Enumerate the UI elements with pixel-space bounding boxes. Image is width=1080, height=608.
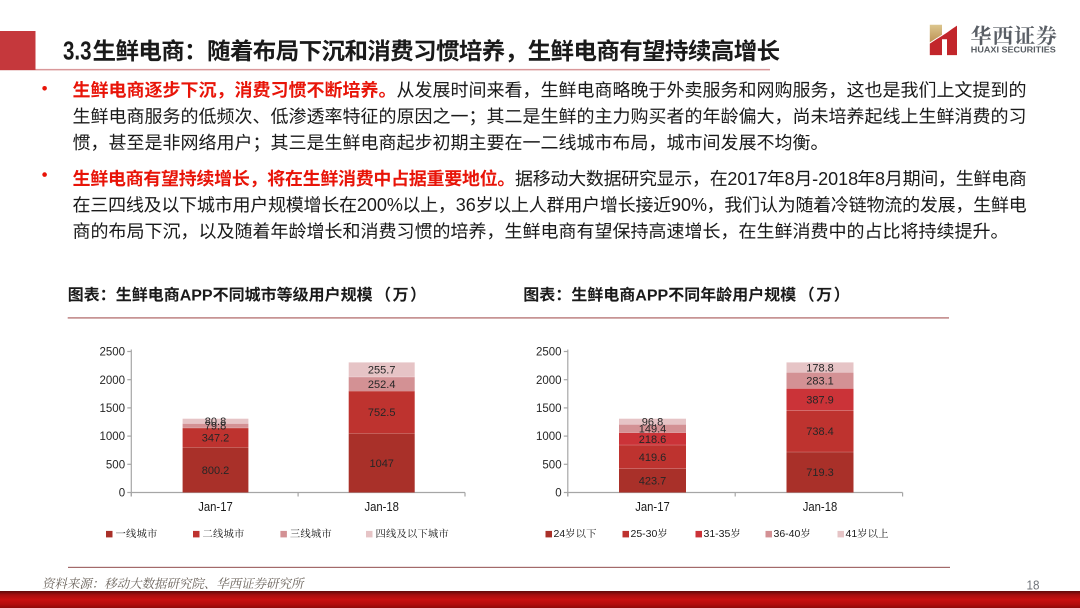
- svg-text:800.2: 800.2: [202, 465, 230, 477]
- svg-text:18: 18: [1027, 577, 1040, 592]
- svg-text:200%: 200%: [357, 195, 403, 215]
- svg-text:HUAXI SECURITIES: HUAXI SECURITIES: [971, 46, 1056, 55]
- svg-text:8: 8: [785, 169, 795, 189]
- svg-text:255.7: 255.7: [368, 365, 396, 377]
- svg-text:419.6: 419.6: [639, 452, 667, 464]
- svg-text:Jan-18: Jan-18: [803, 500, 838, 514]
- svg-text:0: 0: [119, 488, 125, 500]
- svg-text:Jan-17: Jan-17: [198, 500, 233, 514]
- svg-text:90%: 90%: [671, 195, 707, 215]
- svg-text:423.7: 423.7: [639, 476, 667, 488]
- svg-text:1000: 1000: [536, 431, 562, 443]
- svg-text:96.8: 96.8: [642, 416, 663, 428]
- svg-text:752.5: 752.5: [368, 407, 396, 419]
- svg-text:31-35: 31-35: [704, 528, 731, 540]
- svg-text:1500: 1500: [100, 403, 126, 415]
- svg-text:Jan-17: Jan-17: [635, 500, 670, 514]
- svg-text:41: 41: [846, 528, 858, 540]
- svg-text:8: 8: [875, 169, 885, 189]
- svg-text:178.8: 178.8: [806, 362, 834, 374]
- svg-text:500: 500: [542, 459, 561, 471]
- svg-text:218.6: 218.6: [639, 434, 667, 446]
- svg-text:2000: 2000: [100, 375, 126, 387]
- svg-text:36: 36: [456, 195, 476, 215]
- svg-text:500: 500: [106, 459, 125, 471]
- svg-text:1500: 1500: [536, 403, 562, 415]
- svg-text:387.9: 387.9: [806, 394, 834, 406]
- svg-text:-2018: -2018: [812, 169, 858, 189]
- svg-text:738.4: 738.4: [806, 426, 834, 438]
- svg-text:347.2: 347.2: [202, 433, 230, 445]
- svg-text:APP: APP: [180, 287, 213, 304]
- svg-text:2500: 2500: [536, 347, 562, 359]
- svg-text:2500: 2500: [100, 347, 126, 359]
- svg-text:283.1: 283.1: [806, 375, 834, 387]
- svg-text:3.3: 3.3: [63, 35, 92, 65]
- svg-text:1047: 1047: [369, 458, 393, 470]
- svg-text:24: 24: [554, 528, 566, 540]
- svg-text:79.8: 79.8: [205, 421, 226, 433]
- svg-text:Jan-18: Jan-18: [364, 500, 399, 514]
- svg-text:719.3: 719.3: [806, 467, 834, 479]
- svg-text:149.4: 149.4: [639, 423, 667, 435]
- svg-text:80.8: 80.8: [205, 416, 226, 428]
- svg-text:36-40: 36-40: [774, 528, 801, 540]
- svg-text:APP: APP: [635, 287, 668, 304]
- svg-text:25-30: 25-30: [631, 528, 658, 540]
- svg-text:1000: 1000: [100, 431, 126, 443]
- svg-text:0: 0: [555, 488, 561, 500]
- svg-text:2000: 2000: [536, 375, 562, 387]
- svg-text:252.4: 252.4: [368, 379, 396, 391]
- svg-text:2017: 2017: [727, 169, 767, 189]
